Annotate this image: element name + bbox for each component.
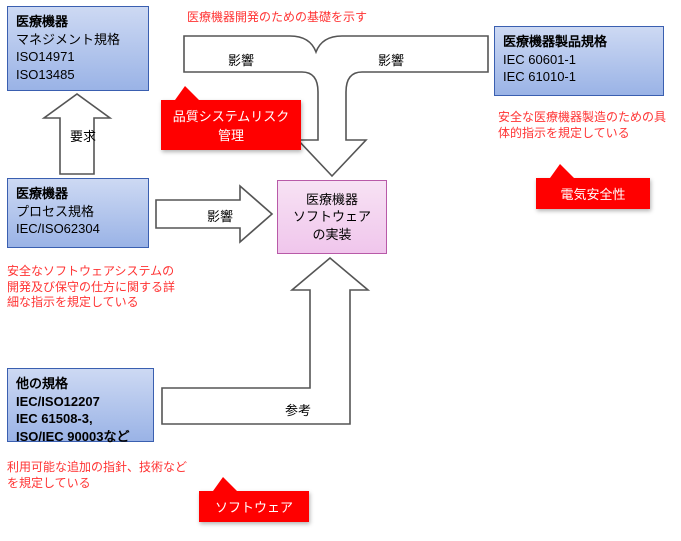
box-process-line2: IEC/ISO62304 bbox=[16, 220, 140, 238]
box-center: 医療機器 ソフトウェア の実装 bbox=[277, 180, 387, 254]
box-product-line2: IEC 61010-1 bbox=[503, 68, 655, 86]
box-process-title: 医療機器 bbox=[16, 185, 140, 203]
callout-software: ソフトウェア bbox=[199, 491, 309, 522]
box-product: 医療機器製品規格 IEC 60601-1 IEC 61010-1 bbox=[494, 26, 664, 96]
box-product-title: 医療機器製品規格 bbox=[503, 33, 655, 51]
box-center-line1: 医療機器 bbox=[293, 191, 371, 209]
box-mgmt-line2: ISO14971 bbox=[16, 48, 140, 66]
box-other-title: 他の規格 bbox=[16, 375, 145, 393]
box-center-line2: ソフトウェア bbox=[293, 208, 371, 226]
box-other-line2: IEC 61508-3, bbox=[16, 410, 145, 428]
box-mgmt: 医療機器 マネジメント規格 ISO14971 ISO13485 bbox=[7, 6, 149, 91]
box-other: 他の規格 IEC/ISO12207 IEC 61508-3, ISO/IEC 9… bbox=[7, 368, 154, 442]
box-mgmt-line1: マネジメント規格 bbox=[16, 31, 140, 49]
box-product-line1: IEC 60601-1 bbox=[503, 51, 655, 69]
callout-electrical-safety: 電気安全性 bbox=[536, 178, 650, 209]
box-process: 医療機器 プロセス規格 IEC/ISO62304 bbox=[7, 178, 149, 248]
label-influence-top-l: 影響 bbox=[228, 50, 254, 69]
callout-quality-system: 品質システムリスク管理 bbox=[161, 100, 301, 150]
note-top: 医療機器開発のための基礎を示す bbox=[187, 10, 367, 26]
box-mgmt-line3: ISO13485 bbox=[16, 66, 140, 84]
note-right: 安全な医療機器製造のための具体的指示を規定している bbox=[498, 110, 673, 141]
box-other-line1: IEC/ISO12207 bbox=[16, 393, 145, 411]
label-reference: 参考 bbox=[285, 400, 311, 419]
box-other-line3: ISO/IEC 90003など bbox=[16, 428, 145, 446]
label-influence-left: 影響 bbox=[207, 206, 233, 225]
note-bot: 利用可能な追加の指針、技術などを規定している bbox=[7, 460, 187, 491]
box-process-line1: プロセス規格 bbox=[16, 203, 140, 221]
box-center-line3: の実装 bbox=[293, 226, 371, 244]
note-mid: 安全なソフトウェアシステムの開発及び保守の仕方に関する詳細な指示を規定している bbox=[7, 264, 182, 311]
label-requirement: 要求 bbox=[70, 126, 96, 145]
label-influence-top-r: 影響 bbox=[378, 50, 404, 69]
box-mgmt-title: 医療機器 bbox=[16, 13, 140, 31]
